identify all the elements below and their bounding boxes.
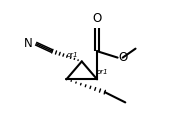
Text: or1: or1: [97, 69, 109, 75]
Text: or1: or1: [66, 52, 78, 58]
Text: O: O: [118, 51, 128, 64]
Text: N: N: [24, 37, 33, 50]
Text: O: O: [93, 12, 102, 25]
